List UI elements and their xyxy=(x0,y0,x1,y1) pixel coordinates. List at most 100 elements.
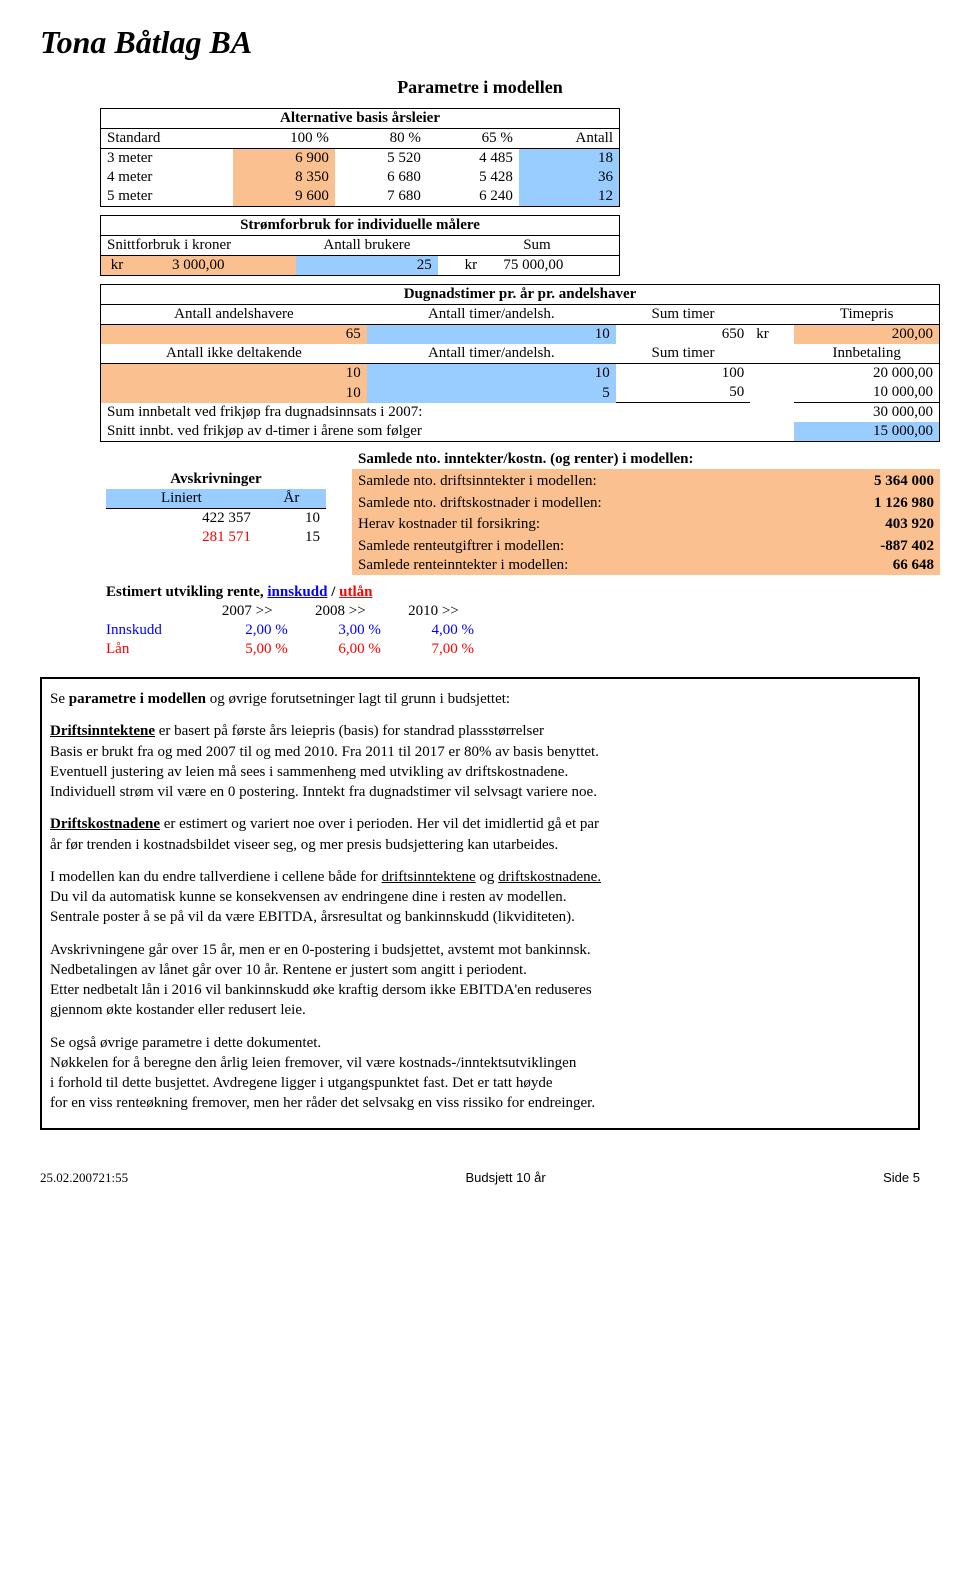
t3-r2a1: 10 xyxy=(367,364,616,384)
rente-title-c: / xyxy=(327,584,339,600)
t1-h2: 80 % xyxy=(335,129,427,149)
t2-title: Strømforbruk for individuelle målere xyxy=(101,216,620,236)
t3-r2a0: 10 xyxy=(101,364,367,384)
t3-r2b2: 50 xyxy=(616,383,751,403)
saml-r0v: 5 364 000 xyxy=(818,469,940,491)
saml-r3v: -887 402 xyxy=(818,534,940,556)
t2-h1: Antall brukere xyxy=(296,236,438,256)
avskr-r1c0: 281 571 xyxy=(106,528,257,547)
rente-title: Estimert utvikling rente, innskudd / utl… xyxy=(100,583,480,602)
notes-p5: Avskrivningene går over 15 år, men er en… xyxy=(50,940,910,1021)
notes-p2e: Individuell strøm vil være en 0 posterin… xyxy=(50,784,597,800)
t2-r0c3: kr 75 000,00 xyxy=(455,256,620,276)
t3-r2a2: 100 xyxy=(616,364,751,384)
t1-h0: Standard xyxy=(101,129,233,149)
t3-r1v0: 65 xyxy=(101,325,367,345)
saml-r2l: Herav kostnader til forsikring: xyxy=(352,513,818,535)
t1-r0c4: 18 xyxy=(519,149,620,169)
t1-r0c2: 5 520 xyxy=(335,149,427,169)
t2-r0c1: 25 xyxy=(296,256,438,276)
t3-r1l2: Sum timer xyxy=(616,305,751,325)
notes-p2c: Basis er brukt fra og med 2007 til og me… xyxy=(50,744,599,760)
samlede-header: Samlede nto. inntekter/kostn. (og renter… xyxy=(352,450,940,469)
t2-r0c0: kr 3 000,00 xyxy=(101,256,297,276)
notes-p2d: Eventuell justering av leien må sees i s… xyxy=(50,764,568,780)
notes-p5b: Nedbetalingen av lånet går over 10 år. R… xyxy=(50,962,527,978)
notes-box: Se parametre i modellen og øvrige foruts… xyxy=(40,677,920,1130)
notes-p5c: Etter nedbetalt lån i 2016 vil bankinnsk… xyxy=(50,982,592,998)
t3-r2l0: Antall ikke deltakende xyxy=(101,344,367,364)
notes-p4f: Sentrale poster å se på vil da være EBIT… xyxy=(50,909,575,925)
rente-title-d: utlån xyxy=(339,584,372,600)
avskr-title: Avskrivninger xyxy=(106,470,326,489)
notes-p3a: Driftskostnadene xyxy=(50,816,160,832)
notes-p4c: og xyxy=(476,869,499,885)
t3-snittl: Snitt innbt. ved frikjøp av d-timer i år… xyxy=(101,422,795,442)
footer-right: Side 5 xyxy=(883,1170,920,1186)
t2-h2 xyxy=(438,236,455,256)
rente-h3: 2010 >> xyxy=(387,602,480,621)
t3-r1l1: Antall timer/andelsh. xyxy=(367,305,616,325)
notes-p2b: er basert på første års leiepris (basis)… xyxy=(155,723,544,739)
t3-r1v1: 10 xyxy=(367,325,616,345)
t1-r0c3: 4 485 xyxy=(427,149,519,169)
footer-center: Budsjett 10 år xyxy=(466,1170,546,1186)
notes-p3b: er estimert og variert noe over i period… xyxy=(160,816,599,832)
rente-r0c1: 2,00 % xyxy=(201,621,294,640)
t1-r2c2: 7 680 xyxy=(335,187,427,207)
avskr-r0c0: 422 357 xyxy=(106,509,257,529)
notes-p4e: Du vil da automatisk kunne se konsekvens… xyxy=(50,889,567,905)
notes-p6a: Se også øvrige parametre i dette dokumen… xyxy=(50,1035,321,1051)
page-footer: 25.02.200721:55 Budsjett 10 år Side 5 xyxy=(40,1170,920,1186)
notes-p6d: for en viss renteøkning fremover, men he… xyxy=(50,1095,595,1111)
t1-r2c4: 12 xyxy=(519,187,620,207)
rente-r0c2: 3,00 % xyxy=(294,621,387,640)
saml-r1l: Samlede nto. driftskostnader i modellen: xyxy=(352,491,818,513)
t3-r2l3 xyxy=(750,344,794,364)
t1-r0c1: 6 900 xyxy=(233,149,335,169)
notes-p4d: driftskostnadene. xyxy=(498,869,601,885)
notes-p1b: parametre i modellen xyxy=(69,691,206,707)
t1-r0c0: 3 meter xyxy=(101,149,233,169)
notes-p4: I modellen kan du endre tallverdiene i c… xyxy=(50,867,910,928)
t1-r2c3: 6 240 xyxy=(427,187,519,207)
t1-title: Alternative basis årsleier xyxy=(101,109,620,129)
notes-p1a: Se xyxy=(50,691,69,707)
rente-r1c1: 5,00 % xyxy=(201,640,294,659)
t3-r1l4: Timepris xyxy=(794,305,939,325)
t3-snittv: 15 000,00 xyxy=(794,422,939,442)
block-samlede: Samlede nto. inntekter/kostn. (og renter… xyxy=(100,450,940,575)
notes-p5d: gjennom økte kostander eller redusert le… xyxy=(50,1002,306,1018)
t1-r2c0: 5 meter xyxy=(101,187,233,207)
t3-r1l3 xyxy=(750,305,794,325)
saml-r0l: Samlede nto. driftsinntekter i modellen: xyxy=(352,469,818,491)
saml-r4l: Samlede renteinntekter i modellen: xyxy=(352,556,818,575)
notes-p1: Se parametre i modellen og øvrige foruts… xyxy=(50,689,910,709)
t1-r1c2: 6 680 xyxy=(335,168,427,187)
avskr-h1: År xyxy=(257,489,326,509)
notes-p1c: og øvrige forutsetninger lagt til grunn … xyxy=(206,691,510,707)
notes-p6: Se også øvrige parametre i dette dokumen… xyxy=(50,1033,910,1114)
table-rente: Estimert utvikling rente, innskudd / utl… xyxy=(100,583,480,659)
saml-r3l: Samlede renteutgiftrer i modellen: xyxy=(352,534,818,556)
t2-h3: Sum xyxy=(455,236,620,256)
table-avskrivninger: Avskrivninger Liniert År 422 357 10 281 … xyxy=(106,470,326,547)
notes-p6b: Nøkkelen for å beregne den årlig leien f… xyxy=(50,1055,576,1071)
notes-p3c: år før trenden i kostnadsbildet viseer s… xyxy=(50,837,558,853)
saml-r4v: 66 648 xyxy=(818,556,940,575)
saml-r2v: 403 920 xyxy=(818,513,940,535)
t3-sumv: 30 000,00 xyxy=(794,403,939,423)
t1-r2c1: 9 600 xyxy=(233,187,335,207)
t3-r2b1: 5 xyxy=(367,383,616,403)
rente-h0 xyxy=(100,602,201,621)
footer-left: 25.02.200721:55 xyxy=(40,1170,128,1186)
t3-r2l1: Antall timer/andelsh. xyxy=(367,344,616,364)
rente-r1c2: 6,00 % xyxy=(294,640,387,659)
rente-r0c0: Innskudd xyxy=(100,621,201,640)
t3-r1v4: 200,00 xyxy=(794,325,939,345)
rente-r1c0: Lån xyxy=(100,640,201,659)
t1-r1c4: 36 xyxy=(519,168,620,187)
notes-p6c: i forhold til dette busjettet. Avdregene… xyxy=(50,1075,553,1091)
avskr-r0c1: 10 xyxy=(257,509,326,529)
t1-r1c3: 5 428 xyxy=(427,168,519,187)
